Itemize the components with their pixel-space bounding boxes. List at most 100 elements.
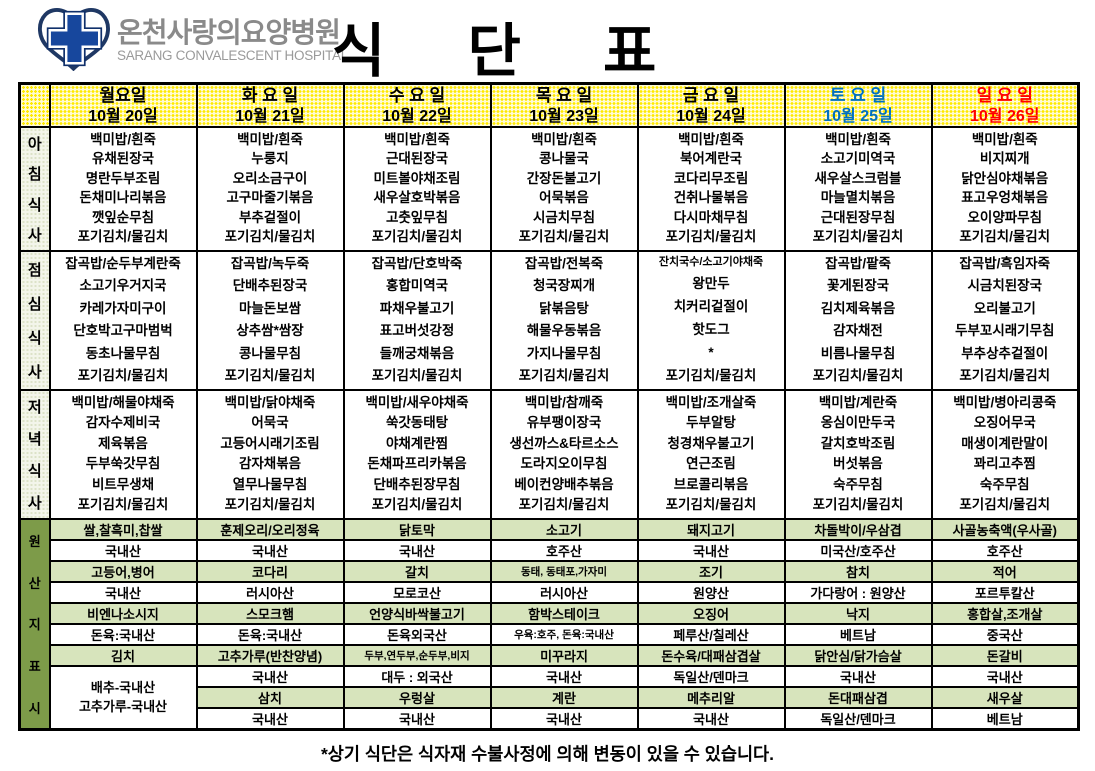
menu-item: 시금치무침 [532,209,596,225]
menu-item: 백미밥/새우야채죽 [365,395,469,410]
menu-cell-dinner: 백미밥/참깨죽 유부팽이장국 생선까스&타르소스 도라지오이무침 베이컨양배추볶음 포기김… [489,389,639,520]
menu-item: 생선까스&타르소스 [509,435,619,451]
menu-item: 매생이계란말이 [961,435,1049,451]
menu-item: 야채계란찜 [385,435,449,451]
meal-header-breakfast-char: 식 [27,196,42,214]
menu-item: 포기김치/물김치 [224,229,316,245]
day-header-cell: 금 요 일 10월 24일 [636,82,786,128]
meal-header-dinner-char: 저 [27,399,42,417]
menu-cell-dinner: 백미밥/병아리콩죽 오징어무국 매생이계란말이 꽈리고추찜 숙주무침 포기김치/물김치 [930,389,1080,520]
origin-cell: 언양식바싹불고기 [342,602,492,625]
menu-cell-lines: 백미밥/참깨죽 유부팽이장국 생선까스&타르소스 도라지오이무침 베이컨양배추볶음 포기김… [493,392,636,517]
menu-item: 비트무생채 [91,476,155,492]
origin-cell: 김치 [48,644,198,667]
origin-cell: 우렁살 [342,686,492,709]
origin-cell: 우육:호주, 돈육:국내산 [489,623,639,646]
menu-item: 제육볶음 [98,435,148,451]
menu-item: 백미밥/병아리콩죽 [953,395,1057,410]
menu-item: 다시마채무침 [673,209,749,225]
origin-cell: 포르투칼산 [930,581,1080,604]
menu-cell-lunch: 잡곡밥/단호박죽 홍합미역국 파채우불고기 표고버섯강정 들깨궁채볶음 포기김치/물김치 [342,250,492,391]
menu-item: 단호박고구마범벅 [73,323,173,339]
menu-cell-lines: 백미밥/흰죽 누룽지 오리소금구이 고구마줄기볶음 부추겉절이 포기김치/물김치 [199,129,342,249]
origin-cell: 차돌박이/우삼겹 [783,518,933,541]
origin-cell: 돈갈비 [930,644,1080,667]
menu-item: 단배추된장국 [232,278,308,294]
menu-item: 브로콜리볶음 [673,476,749,492]
menu-item: 표고우엉채볶음 [961,190,1049,206]
menu-item: 잔치국수/소고기야채죽 [658,256,764,268]
menu-item: 돈채미나리볶음 [79,190,167,206]
day-name: 수 요 일 [388,86,446,106]
origin-header-char: 표 [28,659,41,675]
origin-header-char: 시 [28,700,41,716]
menu-item: 포기김치/물김치 [371,368,463,384]
menu-item: 감자채전 [833,323,883,339]
meal-header-lunch-char: 식 [27,330,42,348]
menu-item: 백미밥/닭야채죽 [224,395,316,410]
menu-item: 닭볶음탕 [539,300,589,316]
menu-item: 들깨궁채볶음 [379,345,455,361]
hospital-name-korean: 온천사랑의요양병원 [117,16,341,48]
menu-item: 포기김치/물김치 [665,229,757,245]
menu-item: 부추상추겉절이 [961,345,1049,361]
menu-item: 근대된장국 [385,151,449,167]
meal-header-lunch-char: 사 [27,364,42,382]
origin-cell: 가다랑어 : 원양산 [783,581,933,604]
menu-item: 고춧잎무침 [385,209,449,225]
menu-item: 포기김치/물김치 [371,497,463,513]
day-date: 10월 25일 [823,107,893,125]
origin-cell: 함박스테이크 [489,602,639,625]
meal-header-lunch-char: 점 [27,261,42,279]
menu-item: 누룽지 [251,151,289,167]
origin-cell: 삼치 [195,686,345,709]
menu-item: 포기김치/물김치 [959,497,1051,513]
menu-cell-lines: 백미밥/병아리콩죽 오징어무국 매생이계란말이 꽈리고추찜 숙주무침 포기김치/물김치 [934,392,1077,517]
meal-header-dinner-char: 녁 [27,431,42,449]
menu-cell-lines: 백미밥/해물야채죽 감자수제비국 제육볶음 두부쑥갓무침 비트무생채 포기김치/물김치 [52,392,195,517]
menu-item: 마늘멸치볶음 [820,190,896,206]
origin-cell: 비엔나소시지 [48,602,198,625]
origin-cell: 돈육외국산 [342,623,492,646]
origin-cell: 국내산 [195,707,345,731]
menu-item: 꽃게된장국 [826,278,890,294]
menu-item: 북어계란국 [679,151,743,167]
menu-item: 오이양파무침 [967,209,1043,225]
menu-item: 포기김치/물김치 [518,229,610,245]
heart-cross-logo-icon [36,5,110,76]
day-date: 10월 21일 [235,107,305,125]
menu-item: 열무나물무침 [232,476,308,492]
origin-cell: 두부,연두부,순두부,비지 [342,644,492,667]
origin-cell: 모로코산 [342,581,492,604]
menu-item: 김치제육볶음 [820,300,896,316]
menu-cell-lines: 백미밥/흰죽 콩나물국 간장돈불고기 어묵볶음 시금치무침 포기김치/물김치 [493,129,636,249]
origin-cell: 국내산 [783,665,933,688]
menu-item: 잡곡밥/흑임자죽 [959,256,1051,271]
origin-cell: 돈수육/대패삼겹살 [636,644,786,667]
menu-item: 마늘돈보쌈 [238,300,302,316]
menu-cell-dinner: 백미밥/계란죽 옹심이만두국 갈치호박조림 버섯볶음 숙주무침 포기김치/물김치 [783,389,933,520]
menu-item: 포기김치/물김치 [518,368,610,384]
day-header-cell: 일 요 일 10월 26일 [930,82,1080,128]
origin-cell: 베트남 [783,623,933,646]
day-date: 10월 24일 [676,107,746,125]
menu-item: 잡곡밥/녹두죽 [230,256,310,271]
menu-item: 상추쌈*쌈장 [236,323,304,339]
menu-cell-lines: 백미밥/계란죽 옹심이만두국 갈치호박조림 버섯볶음 숙주무침 포기김치/물김치 [787,392,930,517]
meal-header-dinner-char: 사 [27,494,42,512]
menu-item: 고구마줄기볶음 [226,190,314,206]
origin-cell: 돈대패삼겹 [783,686,933,709]
origin-cell: 동태, 동태포,가자미 [489,560,639,583]
menu-item: 근대된장무침 [820,209,896,225]
day-date: 10월 23일 [529,107,599,125]
menu-cell-lines: 백미밥/흰죽 북어계란국 코다리무조림 건취나물볶음 다시마채무침 포기김치/물김치 [640,129,783,249]
menu-item: 청경채우불고기 [667,435,755,451]
menu-cell-breakfast: 백미밥/흰죽 누룽지 오리소금구이 고구마줄기볶음 부추겉절이 포기김치/물김치 [195,126,345,252]
footer-disclaimer: *상기 식단은 식자재 수불사정에 의해 변동이 있을 수 있습니다. [320,744,775,764]
origin-cell: 적어 [930,560,1080,583]
menu-cell-lines: 백미밥/새우야채죽 쑥갓동태탕 야채계란찜 돈채파프리카볶음 단배추된장무침 포기김치/물… [346,392,489,517]
origin-cell: 독일산/덴마크 [783,707,933,731]
meal-header-lunch-char: 심 [27,295,42,313]
